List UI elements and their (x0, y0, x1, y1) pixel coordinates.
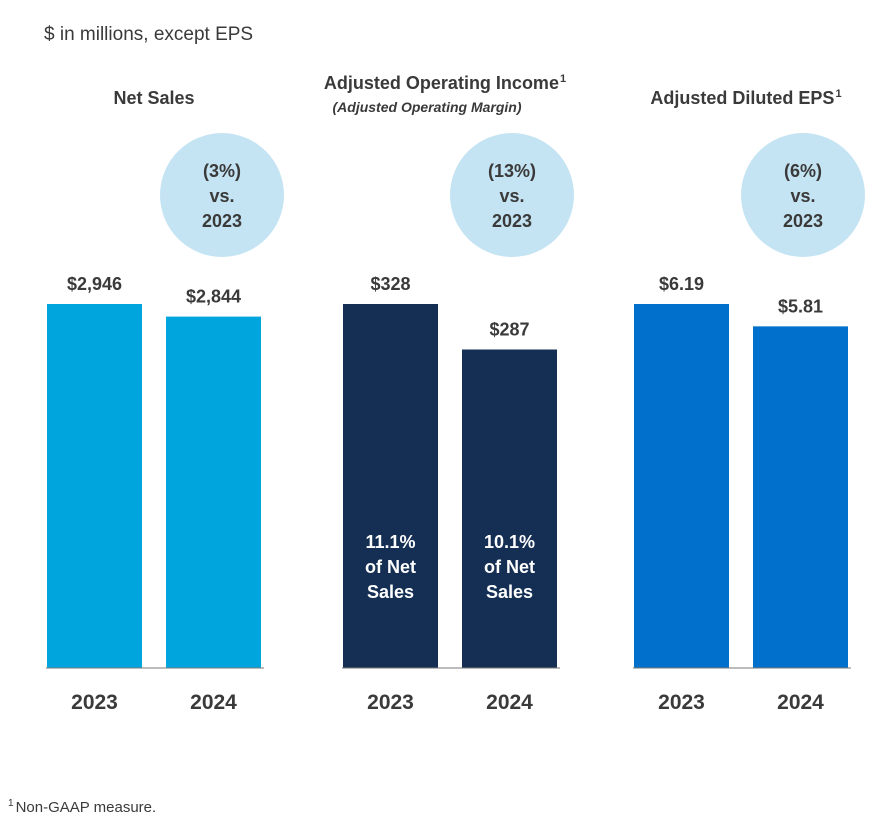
panel-2-change-badge (450, 133, 574, 257)
panel-1-badge-line-2: vs. (209, 186, 234, 206)
panel-1-bar-2023 (47, 304, 142, 668)
panel-1-tick-label-2024: 2024 (190, 691, 237, 714)
panel-2-title-text: Adjusted Operating Income (324, 73, 559, 93)
panel-2-value-label-2023: $328 (370, 274, 410, 294)
panel-2-tick-label-2024: 2024 (486, 691, 533, 714)
panel-2-value-label-2024: $287 (489, 320, 529, 340)
panel-3-title: Adjusted Diluted EPS1 (650, 88, 841, 108)
panel-2-title: Adjusted Operating Income1 (324, 73, 566, 93)
panel-1-badge-line-3: 2023 (202, 211, 242, 231)
panel-2-badge-line-1: (13%) (488, 161, 536, 181)
panel-2: Adjusted Operating Income1 (Adjusted Oper… (324, 73, 574, 714)
panel-2-subtitle: (Adjusted Operating Margin) (333, 99, 522, 115)
panel-3-value-label-2023: $6.19 (659, 274, 704, 294)
panel-3: Adjusted Diluted EPS1 (6%) vs. 2023 $6.19 202… (633, 88, 865, 714)
footnote-marker: 1 (8, 798, 14, 809)
panel-3-tick-label-2023: 2023 (658, 691, 705, 714)
panel-3-tick-label-2024: 2024 (777, 691, 824, 714)
panel-3-bar-2024 (753, 326, 848, 668)
panel-3-badge-line-3: 2023 (783, 211, 823, 231)
panel-3-change-badge (741, 133, 865, 257)
panel-3-badge-line-2: vs. (790, 186, 815, 206)
chart-panels: Net Sales (3%) vs. 2023 $2,946 2023 $2,844 2024… (46, 73, 865, 714)
panel-3-title-text: Adjusted Diluted EPS (650, 88, 834, 108)
panel-1: Net Sales (3%) vs. 2023 $2,946 2023 $2,844 2024 (46, 88, 284, 714)
panel-1-tick-label-2023: 2023 (71, 691, 118, 714)
panel-1-change-badge (160, 133, 284, 257)
panel-1-badge-line-1: (3%) (203, 161, 241, 181)
footnote: 1 Non-GAAP measure. (8, 798, 156, 816)
panel-2-margin-label-2024-line-2: of Net (484, 557, 535, 577)
panel-1-value-label-2023: $2,946 (67, 274, 122, 294)
panel-3-value-label-2024: $5.81 (778, 296, 823, 316)
panel-2-margin-label-2023-line-3: Sales (367, 582, 414, 602)
panel-3-title-marker: 1 (835, 88, 841, 100)
panel-2-bar-2023 (343, 304, 438, 668)
unit-note: $ in millions, except EPS (44, 24, 253, 45)
panel-2-badge-line-2: vs. (499, 186, 524, 206)
footnote-text: Non-GAAP measure. (16, 799, 157, 816)
panel-2-margin-label-2024-line-1: 10.1% (484, 532, 535, 552)
panel-3-badge-line-1: (6%) (784, 161, 822, 181)
panel-2-title-marker: 1 (560, 73, 566, 85)
panel-1-title-text: Net Sales (113, 88, 194, 108)
panel-2-margin-label-2023-line-1: 11.1% (365, 532, 415, 552)
panel-3-bar-2023 (634, 304, 729, 668)
panel-2-margin-label-2023-line-2: of Net (365, 557, 416, 577)
panel-2-badge-line-3: 2023 (492, 211, 532, 231)
panel-1-bar-2024 (166, 316, 261, 668)
panel-1-title: Net Sales (113, 88, 194, 108)
panel-2-tick-label-2023: 2023 (367, 691, 414, 714)
panel-2-margin-label-2024-line-3: Sales (486, 582, 533, 602)
panel-2-bar-2024 (462, 349, 557, 668)
panel-1-value-label-2024: $2,844 (186, 287, 241, 307)
